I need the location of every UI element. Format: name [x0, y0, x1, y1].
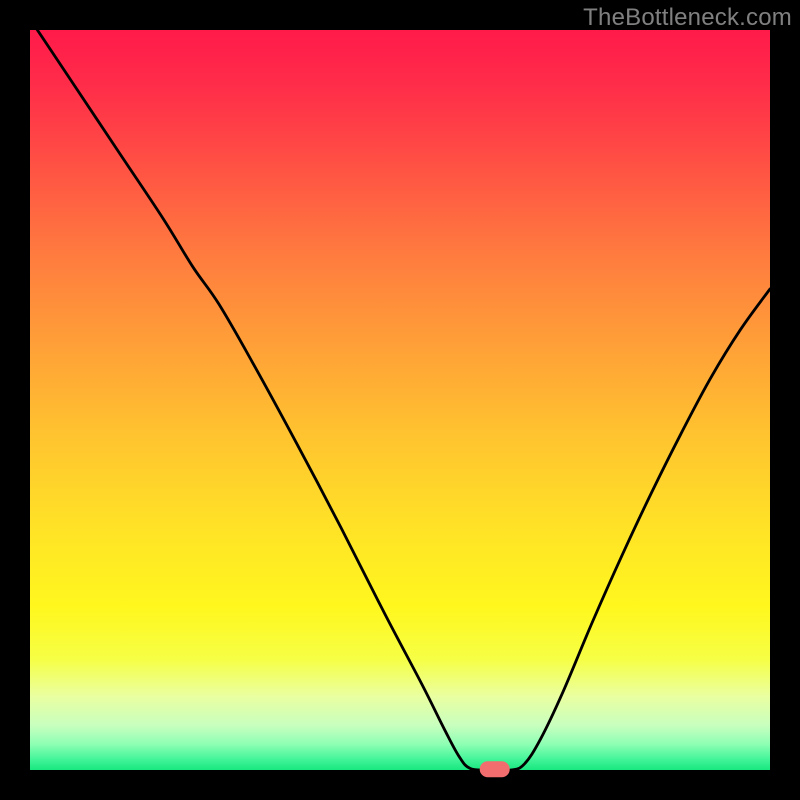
- chart-container: { "watermark": { "text": "TheBottleneck.…: [0, 0, 800, 800]
- watermark-text: TheBottleneck.com: [583, 4, 792, 32]
- plot-background-gradient: [30, 30, 770, 770]
- bottleneck-chart: [0, 0, 800, 800]
- optimal-marker: [480, 761, 510, 777]
